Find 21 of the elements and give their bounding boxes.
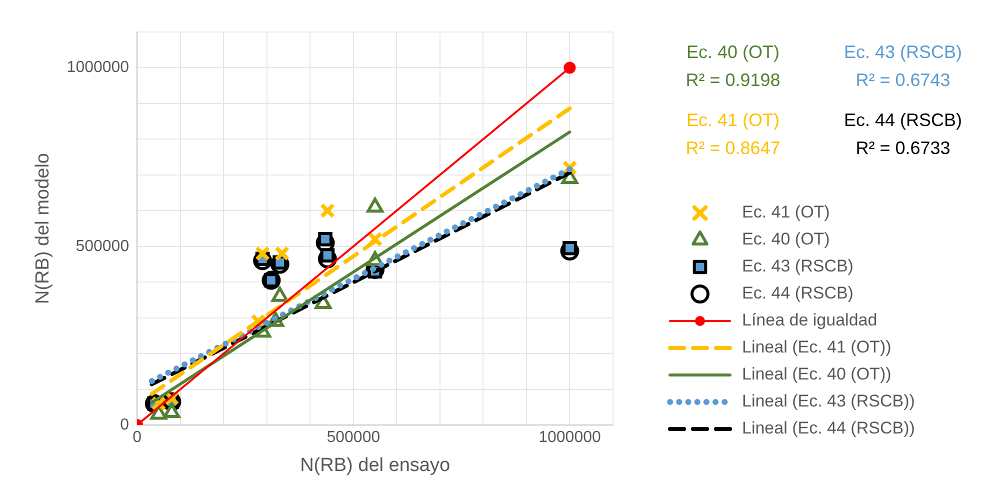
text: Ec. 40 (OT) R² = 0.9198 — [684, 41, 782, 92]
text: Ec. 43 (RSCB) R² = 0.6743 — [842, 41, 964, 92]
legend-label: Ec. 41 (OT) — [742, 202, 830, 222]
y-tick-label: 500000 — [76, 238, 130, 255]
y-tick-label: 1000000 — [66, 59, 130, 76]
legend-label: Lineal (Ec. 40 (OT)) — [742, 364, 892, 384]
y-tick-label: 0 — [120, 416, 130, 434]
x-tick-label: 0 — [132, 429, 142, 446]
legend-label: Ec. 40 (OT) — [742, 230, 830, 249]
x-tick-label: 500000 — [326, 429, 380, 446]
legend-label: Lineal (Ec. 41 (OT)) — [742, 338, 892, 357]
text: Ec. 41 (OT) R² = 0.8647 — [684, 109, 782, 160]
x-tick-label: 1000000 — [538, 429, 601, 446]
x-axis-title: N(RB) del ensayo — [300, 454, 450, 476]
legend-label: Línea de igualdad — [742, 310, 878, 330]
y-axis-title: N(RB) del modelo — [32, 153, 54, 304]
legend-label: Ec. 44 (RSCB) — [742, 284, 854, 303]
legend-label: Lineal (Ec. 43 (RSCB)) — [742, 392, 915, 411]
legend-label: Ec. 43 (RSCB) — [742, 256, 854, 276]
text: Ec. 44 (RSCB) R² = 0.6733 — [842, 109, 964, 160]
legend-label: Lineal (Ec. 44 (RSCB)) — [742, 418, 915, 438]
